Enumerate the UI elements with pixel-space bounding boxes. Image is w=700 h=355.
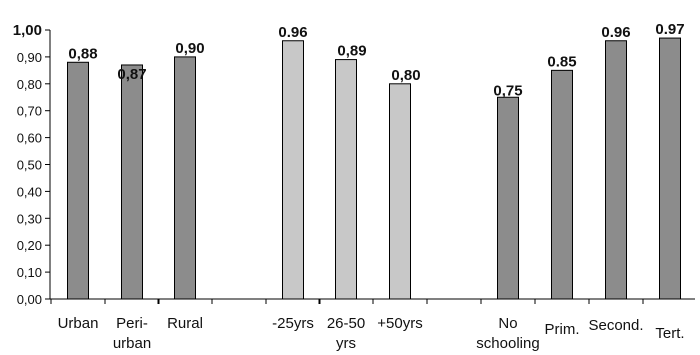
y-tick-label: 0,00 (17, 292, 42, 307)
data-labels: 0,88 0,87 0,90 0.96 0,89 0,80 0,75 0.85 0.96 0.97 (68, 21, 684, 99)
x-tick-label: +50yrs (377, 315, 422, 332)
y-tick-label: 0,80 (17, 77, 42, 92)
bar (174, 56, 196, 300)
y-tick-label: 0,70 (17, 104, 42, 119)
y-tick-label: 0,90 (17, 50, 42, 65)
y-tick-label: 0,40 (17, 184, 42, 199)
y-axis: 0,00 0,10 0,20 0,30 0,40 0,50 0,60 0,70 0,80 0,90… (13, 22, 51, 307)
x-tick-label: No (498, 315, 517, 332)
data-label: 0,88 (68, 45, 97, 62)
x-tick-label: -25yrs (272, 315, 314, 332)
bar (121, 64, 143, 300)
bar (67, 61, 89, 300)
data-label: 0,90 (175, 40, 204, 57)
bar (605, 40, 627, 300)
x-tick-label: Second. (588, 317, 643, 334)
bar (335, 59, 357, 300)
data-label: 0,89 (337, 43, 366, 60)
data-label: 0.96 (601, 24, 630, 41)
bar (282, 40, 304, 300)
x-tick-label: yrs (336, 335, 356, 352)
y-tick-label: 0,20 (17, 238, 42, 253)
data-label: 0,87 (117, 66, 146, 83)
x-tick-label: Peri- (116, 315, 148, 332)
x-tick-label: Prim. (545, 321, 580, 338)
x-tick-label: schooling (476, 335, 539, 352)
bars (67, 37, 681, 300)
x-tick-label: urban (113, 335, 151, 352)
y-tick-label: 0,10 (17, 265, 42, 280)
y-tick-label: 0,50 (17, 158, 42, 173)
x-tick-label: Tert. (655, 325, 684, 342)
y-tick-label: 0,30 (17, 211, 42, 226)
data-label: 0,80 (391, 67, 420, 84)
x-tick-label: Rural (167, 315, 203, 332)
data-label: 0.97 (655, 21, 684, 38)
data-label: 0,75 (493, 82, 522, 99)
bar (497, 96, 519, 300)
x-tick-label: Urban (58, 315, 99, 332)
y-tick-label: 0,60 (17, 131, 42, 146)
bar (551, 69, 573, 300)
y-tick-label: 1,00 (13, 22, 42, 39)
bar (389, 83, 411, 300)
x-axis: Urban Peri-urban Rural -25yrs 26-50 yrs +50yrs… (50, 298, 695, 352)
data-label: 0.96 (278, 24, 307, 41)
bar (659, 37, 681, 300)
x-tick-label: 26-50 (327, 315, 365, 332)
data-label: 0.85 (547, 53, 576, 70)
